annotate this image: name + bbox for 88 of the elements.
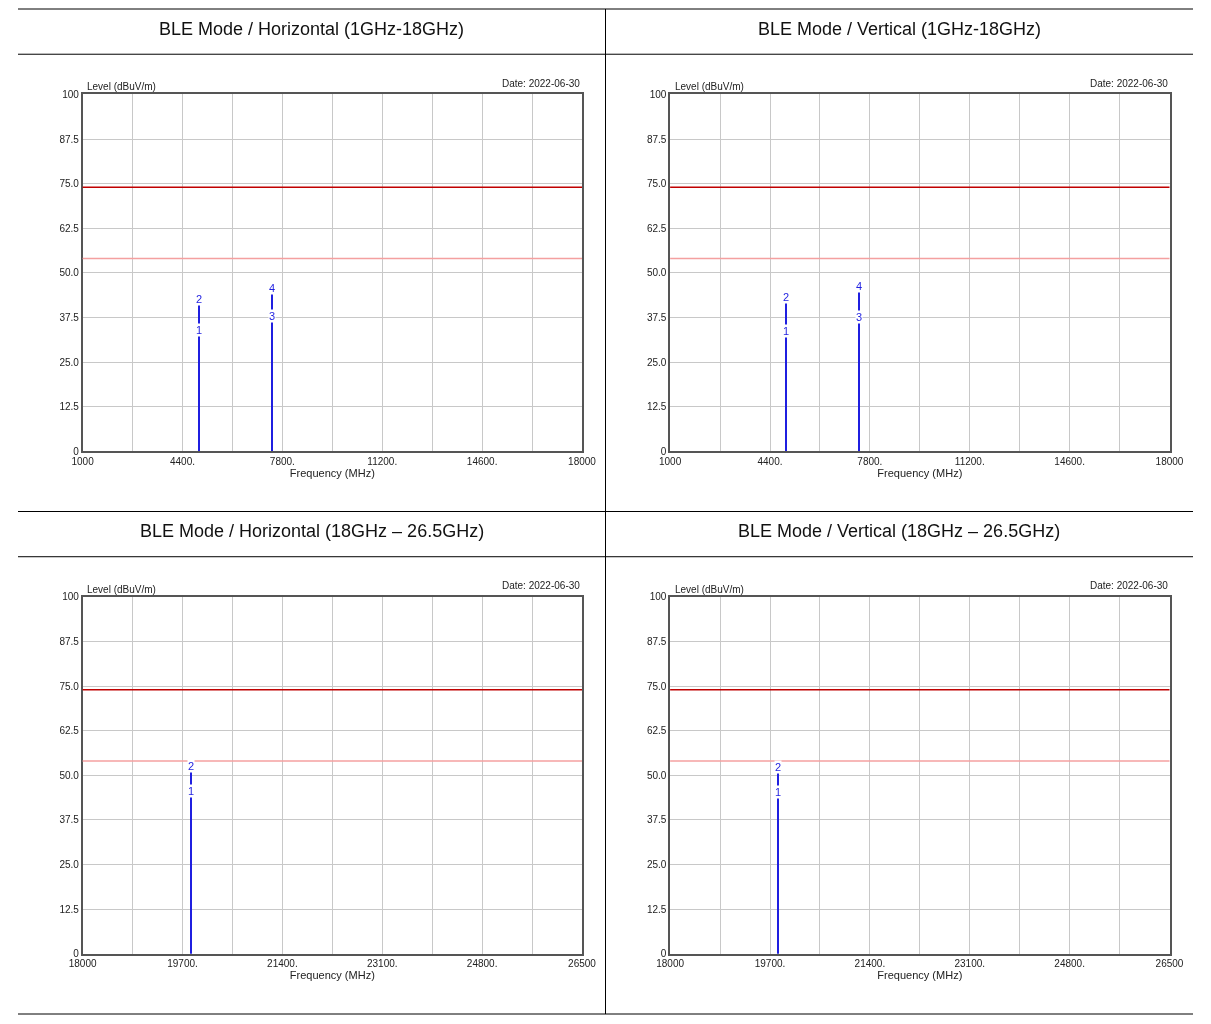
x-tick-label: 24800. (466, 958, 498, 970)
y-tick-label: 100 (649, 88, 667, 100)
x-tick-label: 1000 (71, 455, 95, 467)
y-tick-label: 0 (660, 948, 667, 960)
chart-title: BLE Mode / Vertical (18GHz – 26.5GHz) (738, 521, 1061, 541)
x-tick-label: 19700. (167, 958, 198, 970)
x-tick-label: 21400. (854, 958, 886, 970)
x-tick-label: 7800. (857, 455, 883, 467)
annotation: 4 (856, 280, 863, 292)
y-tick-label: 87.5 (646, 636, 667, 648)
y-tick-label: 62.5 (59, 725, 80, 737)
x-tick-label: 1000 (659, 455, 682, 467)
y-tick-label: 50.0 (646, 769, 667, 781)
y-tick-label: 0 (73, 445, 80, 457)
y-tick-label: 37.5 (646, 814, 667, 826)
y-tick-label: 25.0 (646, 356, 667, 368)
x-tick-label: 18000 (68, 958, 97, 970)
x-tick-label: 18000 (568, 455, 597, 467)
y-tick-label: 37.5 (59, 311, 80, 323)
text: Date: 2022-06-30 (502, 580, 581, 591)
y-tick-label: 12.5 (646, 401, 667, 413)
annotation: 4 (269, 282, 276, 294)
y-axis-title: Level (dBuV/m) (675, 81, 744, 92)
x-tick-label: 23100. (366, 958, 398, 970)
y-tick-label: 62.5 (646, 725, 667, 737)
x-tick-label: 11200. (367, 455, 398, 467)
annotation: 2 (783, 291, 790, 303)
annotation: 2 (775, 761, 782, 773)
y-tick-label: 75.0 (646, 680, 667, 692)
annotation: 2 (188, 760, 195, 772)
chart-title: BLE Mode / Vertical (1GHz-18GHz) (758, 19, 1042, 39)
x-axis-title: Frequency (MHz) (877, 466, 963, 479)
y-tick-label: 50.0 (646, 267, 667, 279)
x-tick-label: 14600. (466, 455, 498, 467)
annotation: 1 (783, 325, 790, 337)
y-tick-label: 12.5 (646, 903, 667, 915)
x-tick-label: 24800. (1054, 958, 1085, 970)
y-tick-label: 75.0 (646, 178, 667, 190)
annotation: 2 (196, 293, 203, 305)
text: Date: 2022-06-30 (502, 78, 581, 89)
annotation: 1 (196, 324, 203, 336)
y-tick-label: 0 (660, 445, 667, 457)
y-tick-label: 37.5 (646, 311, 667, 323)
x-tick-label: 19700. (754, 958, 786, 970)
y-tick-label: 100 (649, 591, 667, 603)
annotation: 1 (775, 786, 782, 798)
text: Date: 2022-06-30 (1090, 580, 1169, 591)
y-tick-label: 25.0 (646, 859, 667, 871)
y-tick-label: 12.5 (59, 401, 80, 413)
y-tick-label: 25.0 (59, 859, 80, 871)
x-tick-label: 18000 (1155, 455, 1184, 467)
y-tick-label: 87.5 (646, 133, 667, 145)
x-axis-title: Frequency (MHz) (289, 969, 375, 982)
y-tick-label: 25.0 (59, 356, 80, 368)
y-tick-label: 50.0 (59, 769, 80, 781)
x-axis-title: Frequency (MHz) (877, 969, 963, 982)
x-tick-label: 14600. (1054, 455, 1085, 467)
x-tick-label: 26500 (1155, 958, 1184, 970)
x-tick-label: 11200. (954, 455, 985, 467)
y-tick-label: 87.5 (59, 636, 80, 648)
y-tick-label: 37.5 (59, 814, 80, 826)
x-tick-label: 4400. (169, 455, 196, 467)
annotation: 3 (269, 310, 276, 322)
text: Date: 2022-06-30 (1090, 78, 1169, 89)
y-tick-label: 100 (62, 88, 80, 100)
y-tick-label: 75.0 (59, 680, 80, 692)
x-tick-label: 7800. (269, 455, 295, 467)
x-tick-label: 21400. (267, 958, 298, 970)
annotation: 3 (856, 311, 863, 323)
chart-title: BLE Mode / Horizontal (1GHz-18GHz) (159, 19, 465, 39)
x-tick-label: 23100. (954, 958, 986, 970)
y-tick-label: 75.0 (59, 178, 80, 190)
y-axis-title: Level (dBuV/m) (87, 81, 156, 92)
y-tick-label: 87.5 (59, 133, 80, 145)
annotation: 1 (188, 785, 195, 797)
x-tick-label: 18000 (656, 958, 685, 970)
y-tick-label: 100 (62, 591, 80, 603)
chart-title: BLE Mode / Horizontal (18GHz – 26.5GHz) (140, 521, 485, 541)
y-tick-label: 50.0 (59, 267, 80, 279)
y-axis-title: Level (dBuV/m) (675, 584, 744, 595)
y-tick-label: 12.5 (59, 903, 80, 915)
y-tick-label: 62.5 (646, 222, 667, 234)
x-tick-label: 4400. (757, 455, 783, 467)
x-axis-title: Frequency (MHz) (289, 466, 375, 479)
y-axis-title: Level (dBuV/m) (87, 584, 156, 595)
y-tick-label: 62.5 (59, 222, 80, 234)
x-tick-label: 26500 (568, 958, 597, 970)
y-tick-label: 0 (73, 948, 80, 960)
